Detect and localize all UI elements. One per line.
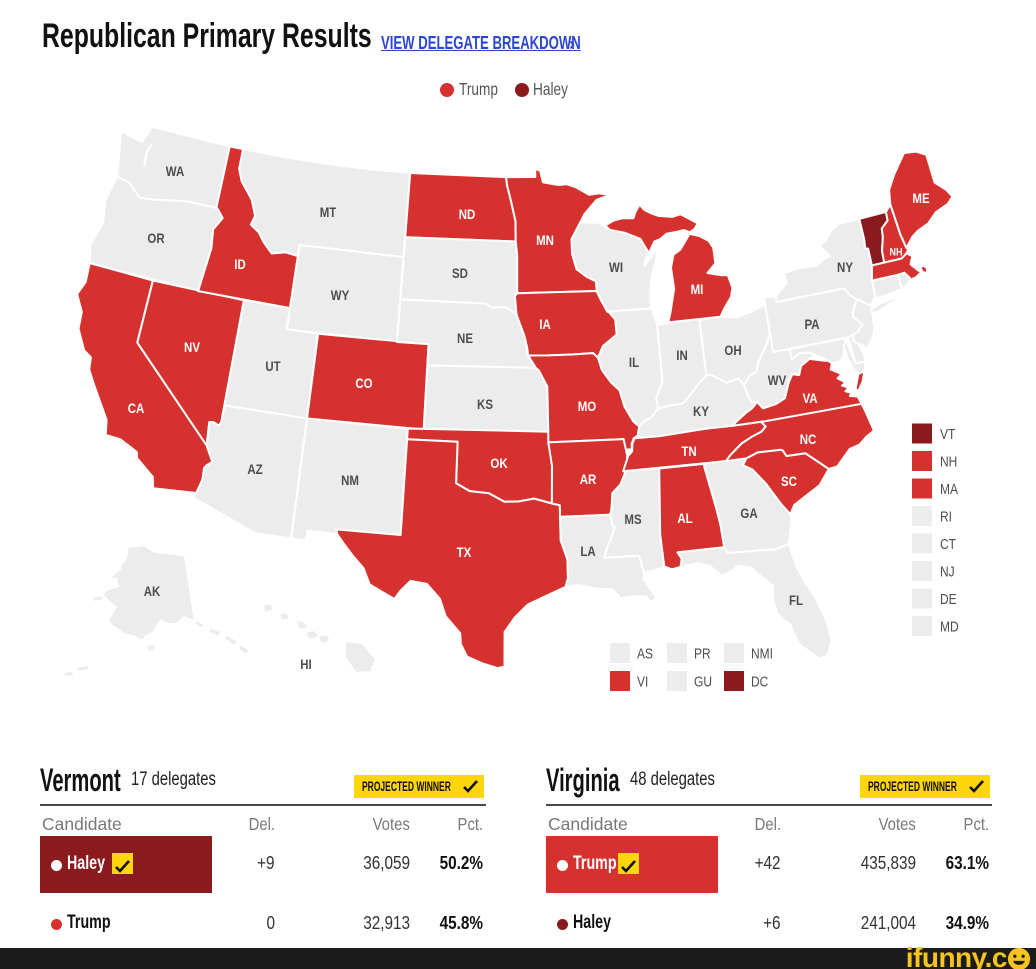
svg-text:OR: OR [147, 230, 164, 246]
svg-text:NE: NE [457, 330, 473, 346]
svg-text:MD: MD [940, 618, 959, 635]
svg-text:NM: NM [341, 472, 359, 488]
svg-text:MI: MI [691, 281, 704, 297]
svg-text:WA: WA [166, 163, 184, 179]
svg-text:DE: DE [940, 591, 957, 608]
svg-text:ND: ND [459, 206, 476, 222]
svg-text:IN: IN [676, 347, 687, 363]
svg-text:AZ: AZ [247, 461, 262, 477]
svg-text:VT: VT [940, 426, 955, 443]
svg-text:AS: AS [637, 645, 653, 662]
svg-text:OK: OK [490, 455, 508, 471]
svg-text:VI: VI [637, 673, 648, 690]
svg-text:NH: NH [889, 247, 902, 259]
svg-text:ME: ME [912, 190, 930, 206]
svg-text:SC: SC [781, 473, 797, 489]
svg-text:DC: DC [751, 673, 768, 690]
svg-text:KY: KY [693, 403, 709, 419]
svg-text:PA: PA [804, 316, 819, 332]
svg-text:TX: TX [457, 544, 472, 560]
svg-text:SD: SD [452, 265, 468, 281]
svg-text:UT: UT [265, 358, 280, 374]
svg-text:PR: PR [694, 645, 711, 662]
svg-text:LA: LA [580, 543, 595, 559]
svg-text:MA: MA [940, 481, 959, 498]
svg-text:TN: TN [681, 443, 696, 459]
svg-text:FL: FL [789, 592, 803, 608]
svg-text:VA: VA [802, 390, 817, 406]
svg-text:NH: NH [940, 453, 957, 470]
svg-text:GU: GU [694, 673, 712, 690]
svg-text:MS: MS [624, 511, 642, 527]
svg-text:NJ: NJ [940, 563, 955, 580]
svg-text:HI: HI [300, 656, 311, 672]
svg-text:WV: WV [768, 372, 787, 388]
svg-text:OH: OH [724, 342, 741, 358]
svg-text:IL: IL [629, 354, 639, 370]
svg-text:CA: CA [128, 400, 145, 416]
svg-text:IA: IA [539, 316, 550, 332]
svg-text:RI: RI [940, 508, 952, 525]
svg-text:MT: MT [320, 204, 337, 220]
svg-text:WY: WY [331, 287, 350, 303]
svg-text:GA: GA [740, 505, 757, 521]
svg-text:MN: MN [536, 232, 554, 248]
svg-text:AK: AK [144, 583, 161, 599]
svg-text:NY: NY [837, 259, 853, 275]
svg-text:AL: AL [677, 510, 692, 526]
svg-text:ID: ID [234, 256, 245, 272]
svg-text:NC: NC [800, 431, 817, 447]
svg-text:AR: AR [580, 471, 597, 487]
svg-text:CT: CT [940, 536, 956, 553]
svg-text:CO: CO [355, 375, 372, 391]
svg-text:MO: MO [578, 398, 597, 414]
svg-text:KS: KS [477, 396, 493, 412]
svg-text:NV: NV [184, 339, 200, 355]
svg-text:NMI: NMI [751, 645, 773, 662]
svg-text:WI: WI [609, 259, 623, 275]
